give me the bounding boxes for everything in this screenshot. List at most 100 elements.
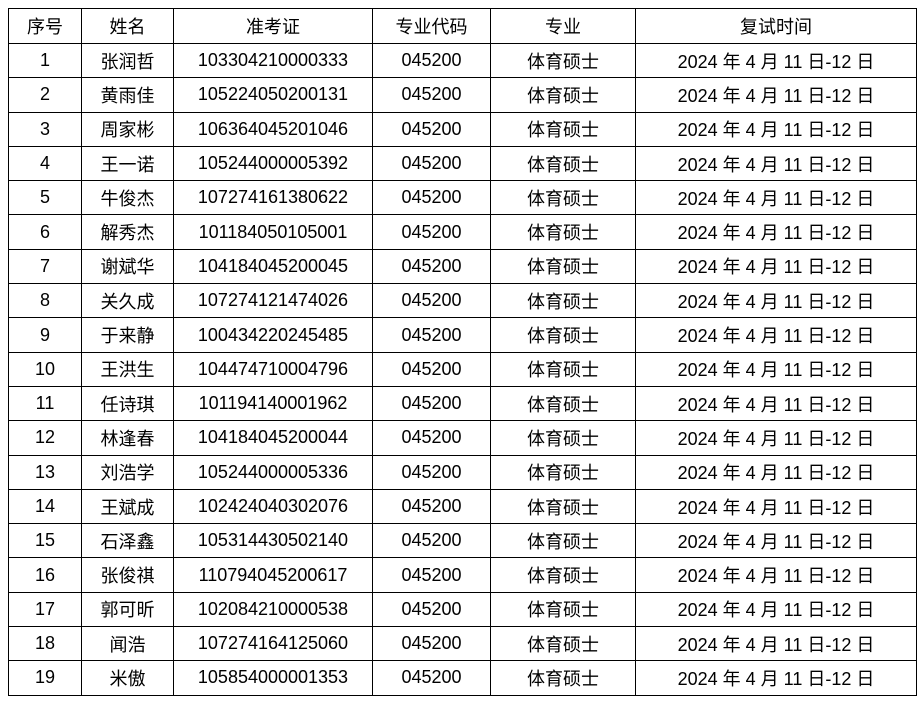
cell-index: 17 [8,591,82,628]
cell-retest-time: 2024 年 4 月 11 日-12 日 [635,488,917,525]
cell-major: 体育硕士 [490,111,636,147]
cell-retest-time: 2024 年 4 月 11 日-12 日 [635,77,917,113]
cell-index: 15 [8,523,82,559]
cell-exam-id: 107274164125060 [173,626,373,662]
cell-name: 王斌成 [81,488,174,525]
table-row: 11 任诗琪 101194140001962 045200 体育硕士 2024 年 4 月… [8,385,917,422]
header-col-retest-time: 复试时间 [635,8,917,44]
cell-name: 谢斌华 [81,248,174,285]
cell-exam-id: 110794045200617 [173,557,373,593]
cell-major-code: 045200 [372,385,491,422]
table-row: 3 周家彬 106364045201046 045200 体育硕士 2024 年 4 月 … [8,111,917,147]
cell-retest-time: 2024 年 4 月 11 日-12 日 [635,660,917,696]
cell-retest-time: 2024 年 4 月 11 日-12 日 [635,283,917,319]
cell-name: 张俊祺 [81,557,174,593]
cell-index: 4 [8,145,82,182]
cell-retest-time: 2024 年 4 月 11 日-12 日 [635,351,917,387]
cell-name: 王一诺 [81,145,174,182]
cell-exam-id: 105244000005392 [173,145,373,182]
cell-name: 关久成 [81,283,174,319]
cell-major: 体育硕士 [490,420,636,456]
cell-exam-id: 105854000001353 [173,660,373,696]
cell-retest-time: 2024 年 4 月 11 日-12 日 [635,42,917,79]
cell-name: 任诗琪 [81,385,174,422]
cell-retest-time: 2024 年 4 月 11 日-12 日 [635,557,917,593]
cell-index: 16 [8,557,82,593]
cell-major-code: 045200 [372,557,491,593]
cell-retest-time: 2024 年 4 月 11 日-12 日 [635,454,917,490]
cell-index: 5 [8,180,82,216]
cell-major-code: 045200 [372,454,491,490]
table-row: 7 谢斌华 104184045200045 045200 体育硕士 2024 年 4 月 … [8,248,917,285]
cell-major: 体育硕士 [490,591,636,628]
cell-name: 郭可昕 [81,591,174,628]
cell-major: 体育硕士 [490,317,636,353]
table-row: 10 王洪生 104474710004796 045200 体育硕士 2024 年 4 月… [8,351,917,387]
table-row: 17 郭可昕 102084210000538 045200 体育硕士 2024 年 4 月… [8,591,917,628]
header-row: 序号 姓名 准考证 专业代码 专业 复试时间 [8,8,917,44]
cell-exam-id: 104184045200044 [173,420,373,456]
candidate-table: 序号 姓名 准考证 专业代码 专业 复试时间 1 张润哲 103304210000333 045… [8,8,917,696]
cell-major-code: 045200 [372,351,491,387]
cell-exam-id: 103304210000333 [173,42,373,79]
cell-major-code: 045200 [372,214,491,250]
table-row: 16 张俊祺 110794045200617 045200 体育硕士 2024 年 4 月… [8,557,917,593]
cell-retest-time: 2024 年 4 月 11 日-12 日 [635,626,917,662]
cell-exam-id: 102084210000538 [173,591,373,628]
table-row: 9 于来静 100434220245485 045200 体育硕士 2024 年 4 月 … [8,317,917,353]
cell-major: 体育硕士 [490,248,636,285]
cell-exam-id: 102424040302076 [173,488,373,525]
table-row: 8 关久成 107274121474026 045200 体育硕士 2024 年 4 月 … [8,283,917,319]
cell-major: 体育硕士 [490,454,636,490]
table-row: 5 牛俊杰 107274161380622 045200 体育硕士 2024 年 4 月 … [8,180,917,216]
cell-exam-id: 101184050105001 [173,214,373,250]
cell-index: 8 [8,283,82,319]
cell-major-code: 045200 [372,145,491,182]
cell-index: 12 [8,420,82,456]
cell-name: 解秀杰 [81,214,174,250]
cell-major-code: 045200 [372,420,491,456]
cell-index: 2 [8,77,82,113]
cell-name: 林逢春 [81,420,174,456]
header-col-name: 姓名 [81,8,174,44]
cell-exam-id: 107274121474026 [173,283,373,319]
cell-exam-id: 100434220245485 [173,317,373,353]
cell-major: 体育硕士 [490,385,636,422]
header-col-major-code: 专业代码 [372,8,491,44]
cell-major-code: 045200 [372,248,491,285]
header-col-exam-id: 准考证 [173,8,373,44]
header-col-major: 专业 [490,8,636,44]
cell-name: 周家彬 [81,111,174,147]
cell-exam-id: 105314430502140 [173,523,373,559]
cell-index: 6 [8,214,82,250]
table-row: 1 张润哲 103304210000333 045200 体育硕士 2024 年 4 月 … [8,42,917,79]
cell-major-code: 045200 [372,660,491,696]
cell-major-code: 045200 [372,591,491,628]
cell-major: 体育硕士 [490,351,636,387]
cell-name: 张润哲 [81,42,174,79]
table-row: 18 闻浩 107274164125060 045200 体育硕士 2024 年 4 月 … [8,626,917,662]
table-row: 19 米傲 105854000001353 045200 体育硕士 2024 年 4 月 … [8,660,917,696]
cell-major-code: 045200 [372,626,491,662]
cell-major: 体育硕士 [490,283,636,319]
cell-major: 体育硕士 [490,145,636,182]
cell-retest-time: 2024 年 4 月 11 日-12 日 [635,523,917,559]
cell-exam-id: 105244000005336 [173,454,373,490]
cell-major-code: 045200 [372,111,491,147]
cell-exam-id: 104474710004796 [173,351,373,387]
cell-retest-time: 2024 年 4 月 11 日-12 日 [635,180,917,216]
cell-retest-time: 2024 年 4 月 11 日-12 日 [635,145,917,182]
cell-name: 牛俊杰 [81,180,174,216]
cell-index: 10 [8,351,82,387]
table-row: 4 王一诺 105244000005392 045200 体育硕士 2024 年 4 月 … [8,145,917,182]
cell-index: 14 [8,488,82,525]
cell-major-code: 045200 [372,317,491,353]
cell-retest-time: 2024 年 4 月 11 日-12 日 [635,385,917,422]
table-row: 15 石泽鑫 105314430502140 045200 体育硕士 2024 年 4 月… [8,523,917,559]
cell-index: 11 [8,385,82,422]
cell-name: 石泽鑫 [81,523,174,559]
cell-index: 7 [8,248,82,285]
cell-index: 9 [8,317,82,353]
cell-name: 黄雨佳 [81,77,174,113]
cell-index: 3 [8,111,82,147]
